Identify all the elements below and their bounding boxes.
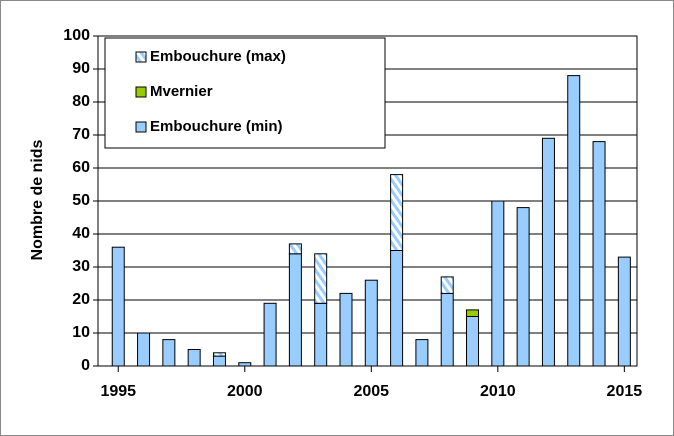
bar-segment (314, 253, 328, 304)
bar-segment (592, 141, 606, 367)
legend-swatch (135, 51, 147, 63)
bar-segment (314, 302, 328, 367)
bar-segment (364, 279, 378, 367)
legend-swatch (135, 121, 147, 133)
bar-segment (238, 362, 252, 367)
y-tick-label: 20 (72, 291, 90, 308)
y-tick-label: 0 (81, 357, 90, 374)
legend-box (104, 37, 386, 149)
bar-segment (288, 253, 302, 367)
bar-segment (440, 276, 454, 294)
bar-segment (288, 243, 302, 255)
bar-segment (339, 292, 353, 367)
bar-segment (491, 200, 505, 367)
bar-segment (162, 339, 176, 367)
y-tick-label: 50 (72, 192, 90, 209)
bar-segment (212, 355, 226, 367)
bar-segment (187, 349, 201, 367)
y-tick-label: 70 (72, 126, 90, 143)
bar-segment (415, 339, 429, 367)
bar-segment (541, 137, 555, 367)
legend-text: Embouchure (min) (150, 118, 283, 135)
x-tick-label: 2000 (227, 383, 263, 400)
y-tick-label: 80 (72, 93, 90, 110)
y-tick-label: 10 (72, 324, 90, 341)
x-tick-label: 1995 (100, 383, 136, 400)
bar-segment (516, 207, 530, 367)
bar-segment (390, 250, 404, 367)
legend-text: Embouchure (max) (150, 48, 286, 65)
bar-segment (111, 246, 125, 367)
bar-segment (137, 332, 151, 367)
bar-segment (212, 352, 226, 357)
bar-segment (617, 256, 631, 367)
x-tick-label: 2015 (607, 383, 643, 400)
legend-swatch (135, 86, 147, 98)
y-tick-label: 90 (72, 60, 90, 77)
y-tick-label: 30 (72, 258, 90, 275)
bar-segment (466, 316, 480, 367)
y-tick-label: 60 (72, 159, 90, 176)
bar-segment (440, 292, 454, 367)
y-tick-label: 100 (63, 27, 90, 44)
x-tick-label: 2005 (353, 383, 389, 400)
bar-segment (390, 174, 404, 252)
x-tick-label: 2010 (480, 383, 516, 400)
y-tick-label: 40 (72, 225, 90, 242)
legend-text: Mvernier (150, 83, 213, 100)
bar-segment (263, 302, 277, 367)
bar-segment (567, 75, 581, 367)
bar-segment (466, 309, 480, 317)
y-axis-label: Nombre de nids (29, 139, 46, 260)
